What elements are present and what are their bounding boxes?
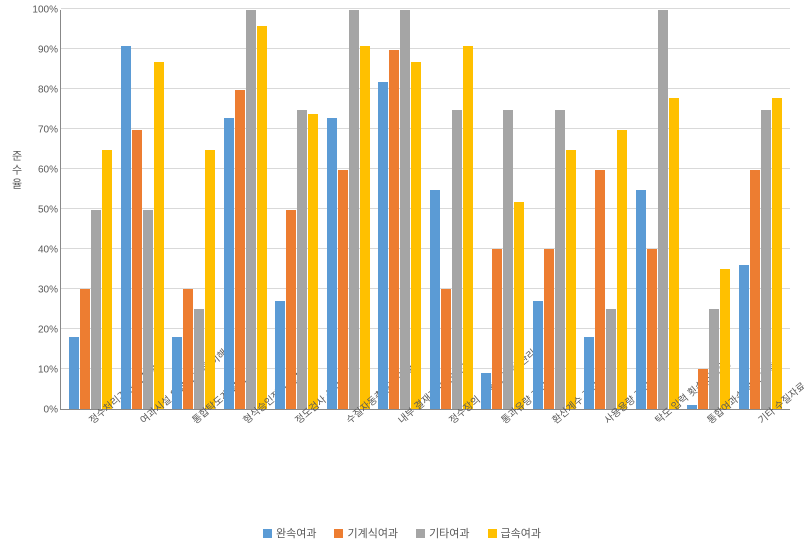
legend-item: 기타여과 <box>416 525 469 541</box>
bar <box>555 110 565 409</box>
legend-item: 완속여과 <box>263 525 316 541</box>
bar <box>172 337 182 409</box>
y-tick-label: 50% <box>18 205 58 216</box>
plot-area: 정수처리기준 숙지여부여과시설 운영에 대한 이해통합탁도계 설치형식승인장비 … <box>60 10 790 410</box>
bar <box>687 405 697 409</box>
category-group: 기타 수질자료 입력 <box>735 10 787 409</box>
legend-swatch <box>334 529 343 538</box>
legend: 완속여과 기계식여과 기타여과 급속여과 <box>0 525 804 541</box>
bar <box>606 309 616 409</box>
bar <box>224 118 234 409</box>
y-tick-label: 0% <box>18 405 58 416</box>
category-group: 정수처리기준 숙지여부 <box>65 10 117 409</box>
bar <box>378 82 388 409</box>
bar <box>102 150 112 409</box>
legend-swatch <box>263 529 272 538</box>
bar <box>533 301 543 409</box>
bar <box>154 62 164 409</box>
category-group: 여과시설 운영에 대한 이해 <box>117 10 169 409</box>
bar <box>389 50 399 409</box>
gridline <box>61 8 790 9</box>
bar <box>349 10 359 409</box>
bar <box>492 249 502 409</box>
legend-label: 완속여과 <box>276 525 316 541</box>
bar <box>698 369 708 409</box>
bar <box>205 150 215 409</box>
legend-label: 기타여과 <box>429 525 469 541</box>
bar <box>308 114 318 409</box>
category-group: 형식승인장비 설치 <box>220 10 272 409</box>
bar <box>121 46 131 409</box>
y-tick-label: 20% <box>18 325 58 336</box>
bar <box>327 118 337 409</box>
bar <box>658 10 668 409</box>
category-group: 정수장의 소독능 직접 관리 <box>426 10 478 409</box>
category-group: 통합탁도계 설치 <box>168 10 220 409</box>
y-tick-label: 100% <box>18 5 58 16</box>
bar <box>80 289 90 409</box>
bar <box>720 269 730 409</box>
bar <box>503 110 513 409</box>
bar <box>761 110 771 409</box>
bar <box>275 301 285 409</box>
category-group: 내부 결재후 WIIS보고 <box>374 10 426 409</box>
bar <box>430 190 440 409</box>
legend-swatch <box>416 529 425 538</box>
bar <box>481 373 491 409</box>
bar <box>636 190 646 409</box>
bar <box>360 46 370 409</box>
bar <box>584 337 594 409</box>
bar <box>183 289 193 409</box>
bar <box>246 10 256 409</box>
y-tick-label: 40% <box>18 245 58 256</box>
y-tick-label: 60% <box>18 165 58 176</box>
y-tick-label: 10% <box>18 365 58 376</box>
bar <box>514 202 524 409</box>
bar <box>617 130 627 409</box>
legend-label: 기계식여과 <box>347 525 398 541</box>
bar <box>411 62 421 409</box>
category-group: 환산계수 관리 <box>529 10 581 409</box>
category-group: 통합여과수 탁도 입력 <box>683 10 735 409</box>
bar <box>235 90 245 409</box>
bar <box>143 210 153 410</box>
category-group: 탁도 입력 횟수(6회/일) <box>632 10 684 409</box>
bar <box>544 249 554 409</box>
bar <box>750 170 760 409</box>
bar <box>257 26 267 409</box>
bar <box>566 150 576 409</box>
bar <box>286 210 296 410</box>
bar <box>739 265 749 409</box>
bar <box>194 309 204 409</box>
legend-label: 급속여과 <box>501 525 541 541</box>
bar <box>400 10 410 409</box>
category-group: 정도검사 실시 <box>271 10 323 409</box>
legend-item: 기계식여과 <box>334 525 398 541</box>
bar <box>338 170 348 409</box>
bar <box>69 337 79 409</box>
bars-area: 정수처리기준 숙지여부여과시설 운영에 대한 이해통합탁도계 설치형식승인장비 … <box>61 10 790 409</box>
bar <box>709 309 719 409</box>
bar-chart: 준수율 0%10%20%30%40%50%60%70%80%90%100% 정수… <box>0 0 804 545</box>
bar <box>132 130 142 409</box>
bar <box>452 110 462 409</box>
category-group: 수질자동측정기 검교정 <box>323 10 375 409</box>
y-tick-label: 90% <box>18 45 58 56</box>
category-group: 통과유량 관리 <box>477 10 529 409</box>
bar <box>595 170 605 409</box>
y-tick-label: 30% <box>18 285 58 296</box>
legend-item: 급속여과 <box>488 525 541 541</box>
legend-swatch <box>488 529 497 538</box>
bar <box>463 46 473 409</box>
bar <box>297 110 307 409</box>
y-tick-label: 70% <box>18 125 58 136</box>
bar <box>772 98 782 409</box>
category-group: 사용용량 관리 <box>580 10 632 409</box>
bar <box>441 289 451 409</box>
bar <box>647 249 657 409</box>
bar <box>669 98 679 409</box>
y-tick-label: 80% <box>18 85 58 96</box>
bar <box>91 210 101 410</box>
